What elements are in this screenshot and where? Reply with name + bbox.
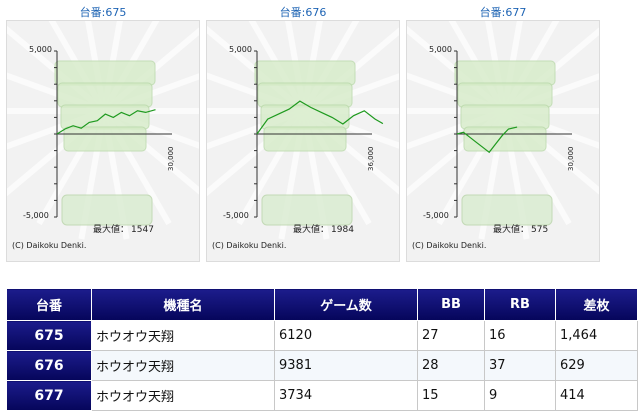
graph-svg: [407, 21, 599, 240]
graph-title[interactable]: 台番:676: [279, 6, 327, 19]
x-tick-max: 30,000: [567, 146, 575, 172]
max-value-label: 最大値： 1984: [291, 222, 354, 235]
bg-layer: [60, 104, 150, 130]
bg-tray: [461, 194, 553, 226]
max-label-text: 最大値：: [93, 225, 130, 235]
diff-cell: 1,464: [555, 320, 638, 351]
header-id: 台番: [6, 288, 92, 321]
max-label-text: 最大値：: [493, 225, 530, 235]
bg-layer: [463, 126, 547, 152]
graph-title[interactable]: 台番:677: [479, 6, 527, 19]
max-label-text: 最大値：: [293, 225, 330, 235]
rb-cell: 37: [484, 350, 556, 381]
machine-id-cell[interactable]: 675: [6, 320, 92, 351]
header-model: 機種名: [91, 288, 275, 321]
max-value-label: 最大値： 1547: [91, 222, 154, 235]
table-row: 676 ホウオウ天翔 9381 28 37 629: [6, 350, 638, 381]
model-name-cell: ホウオウ天翔: [91, 350, 275, 381]
games-cell: 9381: [274, 350, 418, 381]
bg-layer: [457, 82, 553, 108]
machine-id-cell[interactable]: 676: [6, 350, 92, 381]
machine-id-cell[interactable]: 677: [6, 380, 92, 411]
bb-cell: 27: [417, 320, 485, 351]
graph-svg: [207, 21, 399, 240]
x-tick-max: 30,000: [167, 146, 175, 172]
graph-canvas: 5,000 -5,000 30,000 最大値： 1547 (C) Daikoku…: [6, 20, 200, 262]
games-cell: 6120: [274, 320, 418, 351]
table-header-row: 台番 機種名 ゲーム数 BB RB 差枚: [6, 288, 638, 321]
rb-cell: 9: [484, 380, 556, 411]
y-tick-bottom: -5,000: [23, 211, 49, 220]
graph-title[interactable]: 台番:675: [79, 6, 127, 19]
graph-panel-677: 台番:677 5,000 -5,000 30,000 最大値： 575 (C) D…: [406, 0, 600, 262]
max-value: 1547: [131, 225, 154, 235]
max-value: 1984: [331, 225, 354, 235]
bg-layer: [54, 60, 156, 86]
y-tick-top: 5,000: [29, 45, 52, 54]
table-row: 675 ホウオウ天翔 6120 27 16 1,464: [6, 320, 638, 351]
graph-canvas: 5,000 -5,000 36,000 最大値： 1984 (C) Daikoku…: [206, 20, 400, 262]
graph-svg: [7, 21, 199, 240]
bg-layer: [460, 104, 550, 130]
max-value: 575: [531, 225, 549, 235]
y-tick-top: 5,000: [429, 45, 452, 54]
series-line: [56, 109, 156, 135]
rb-cell: 16: [484, 320, 556, 351]
diff-cell: 414: [555, 380, 638, 411]
model-name-cell: ホウオウ天翔: [91, 320, 275, 351]
bg-layer: [57, 82, 153, 108]
header-games: ゲーム数: [274, 288, 418, 321]
copyright: (C) Daikoku Denki.: [212, 241, 287, 250]
summary-table: 台番 機種名 ゲーム数 BB RB 差枚 675 ホウオウ天翔 6120 27 …: [6, 288, 638, 411]
x-tick-max: 36,000: [367, 146, 375, 172]
bb-cell: 15: [417, 380, 485, 411]
copyright: (C) Daikoku Denki.: [12, 241, 87, 250]
y-tick-bottom: -5,000: [223, 211, 249, 220]
bg-layer: [454, 60, 556, 86]
model-name-cell: ホウオウ天翔: [91, 380, 275, 411]
bb-cell: 28: [417, 350, 485, 381]
y-tick-top: 5,000: [229, 45, 252, 54]
graph-panel-675: 台番:675 5,000 -5,000 30,000 最大値： 1547 (C) …: [6, 0, 200, 262]
header-rb: RB: [484, 288, 556, 321]
bg-layer: [260, 104, 350, 130]
table-row: 677 ホウオウ天翔 3734 15 9 414: [6, 380, 638, 411]
copyright: (C) Daikoku Denki.: [412, 241, 487, 250]
bg-layer: [63, 126, 147, 152]
max-value-label: 最大値： 575: [491, 222, 548, 235]
header-diff: 差枚: [555, 288, 638, 321]
bg-tray: [261, 194, 353, 226]
bg-tray: [61, 194, 153, 226]
graph-canvas: 5,000 -5,000 30,000 最大値： 575 (C) Daikoku …: [406, 20, 600, 262]
series-line: [256, 100, 384, 135]
header-bb: BB: [417, 288, 485, 321]
bg-layer: [263, 126, 347, 152]
y-tick-bottom: -5,000: [423, 211, 449, 220]
bg-layer: [254, 60, 356, 86]
games-cell: 3734: [274, 380, 418, 411]
series-line: [456, 126, 518, 154]
diff-cell: 629: [555, 350, 638, 381]
graph-panel-676: 台番:676 5,000 -5,000 36,000 最大値： 1984 (C) …: [206, 0, 400, 262]
